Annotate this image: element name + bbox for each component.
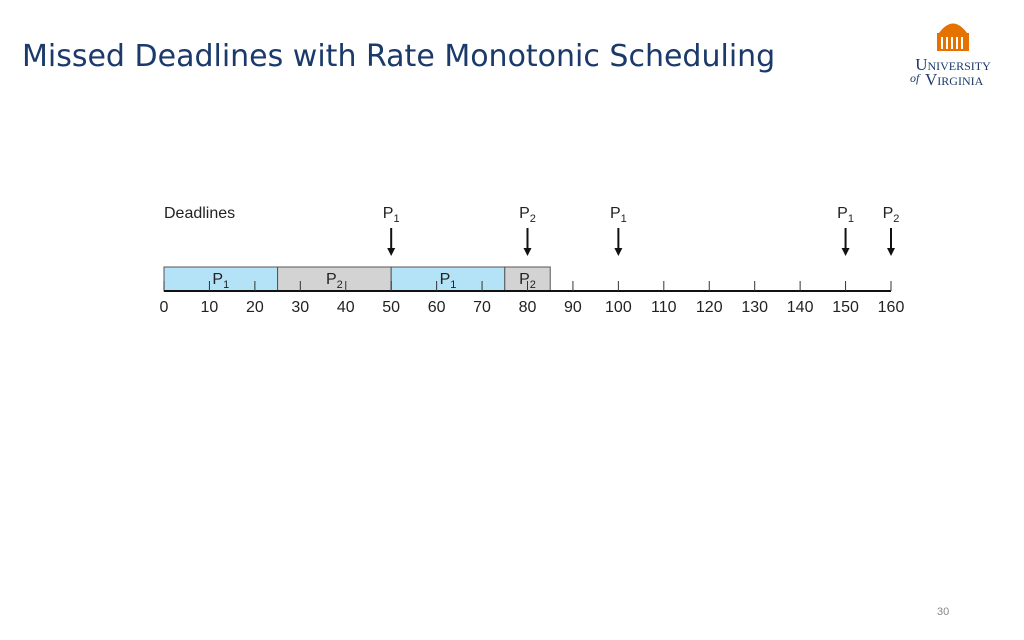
- process-index: 2: [530, 279, 536, 291]
- deadline-arrowhead: [841, 248, 850, 256]
- page-number: 30: [937, 606, 949, 618]
- x-tick-label: 20: [246, 299, 264, 316]
- x-tick-label: 40: [337, 299, 355, 316]
- x-tick-label: 60: [428, 299, 446, 316]
- process-index: 1: [621, 213, 627, 225]
- x-tick-label: 10: [201, 299, 219, 316]
- process-name: P: [837, 205, 848, 222]
- process-name: P: [212, 271, 223, 288]
- process-name: P: [519, 205, 530, 222]
- x-tick-label: 50: [382, 299, 400, 316]
- deadline-arrowhead: [523, 248, 532, 256]
- process-name: P: [883, 205, 894, 222]
- logo-text: of: [910, 71, 921, 85]
- logo: University of Virginia: [910, 23, 991, 89]
- x-tick-label: 140: [787, 299, 814, 316]
- process-index: 2: [530, 213, 536, 225]
- process-label: P1: [212, 271, 229, 291]
- x-tick-label: 100: [605, 299, 632, 316]
- x-tick-label: 80: [519, 299, 537, 316]
- process-label: P1: [837, 205, 854, 225]
- process-index: 2: [893, 213, 899, 225]
- process-label: P2: [519, 271, 536, 291]
- logo-text: University: [915, 55, 991, 74]
- process-label: P1: [383, 205, 400, 225]
- process-index: 2: [337, 279, 343, 291]
- x-tick-label: 90: [564, 299, 582, 316]
- process-label: P1: [610, 205, 627, 225]
- x-tick-label: 0: [160, 299, 169, 316]
- process-index: 1: [450, 279, 456, 291]
- x-tick-label: 30: [291, 299, 309, 316]
- logo-columns: [941, 37, 963, 49]
- process-label: P2: [883, 205, 900, 225]
- process-name: P: [440, 271, 451, 288]
- x-tick-label: 130: [741, 299, 768, 316]
- process-name: P: [326, 271, 337, 288]
- x-tick-label: 110: [651, 299, 677, 316]
- x-tick-label: 160: [878, 299, 905, 316]
- process-name: P: [610, 205, 621, 222]
- process-index: 1: [393, 213, 399, 225]
- deadline-arrowhead: [887, 248, 895, 256]
- process-label: P2: [326, 271, 343, 291]
- deadline-arrowhead: [614, 248, 623, 256]
- x-tick-label: 120: [696, 299, 723, 316]
- timeline-title: Deadlines: [164, 205, 235, 222]
- segment: [390, 266, 506, 292]
- x-tick-label: 70: [473, 299, 491, 316]
- process-index: 1: [848, 213, 854, 225]
- process-index: 1: [223, 279, 229, 291]
- slide-title: Missed Deadlines with Rate Monotonic Sch…: [22, 39, 775, 74]
- process-name: P: [383, 205, 394, 222]
- process-label: P2: [519, 205, 536, 225]
- deadline-arrowhead: [387, 248, 396, 256]
- logo-text: Virginia: [925, 70, 984, 89]
- x-tick-label: 150: [832, 299, 859, 316]
- process-label: P1: [440, 271, 457, 291]
- process-name: P: [519, 271, 530, 288]
- segment: [163, 266, 279, 292]
- logo-dome: [939, 23, 967, 33]
